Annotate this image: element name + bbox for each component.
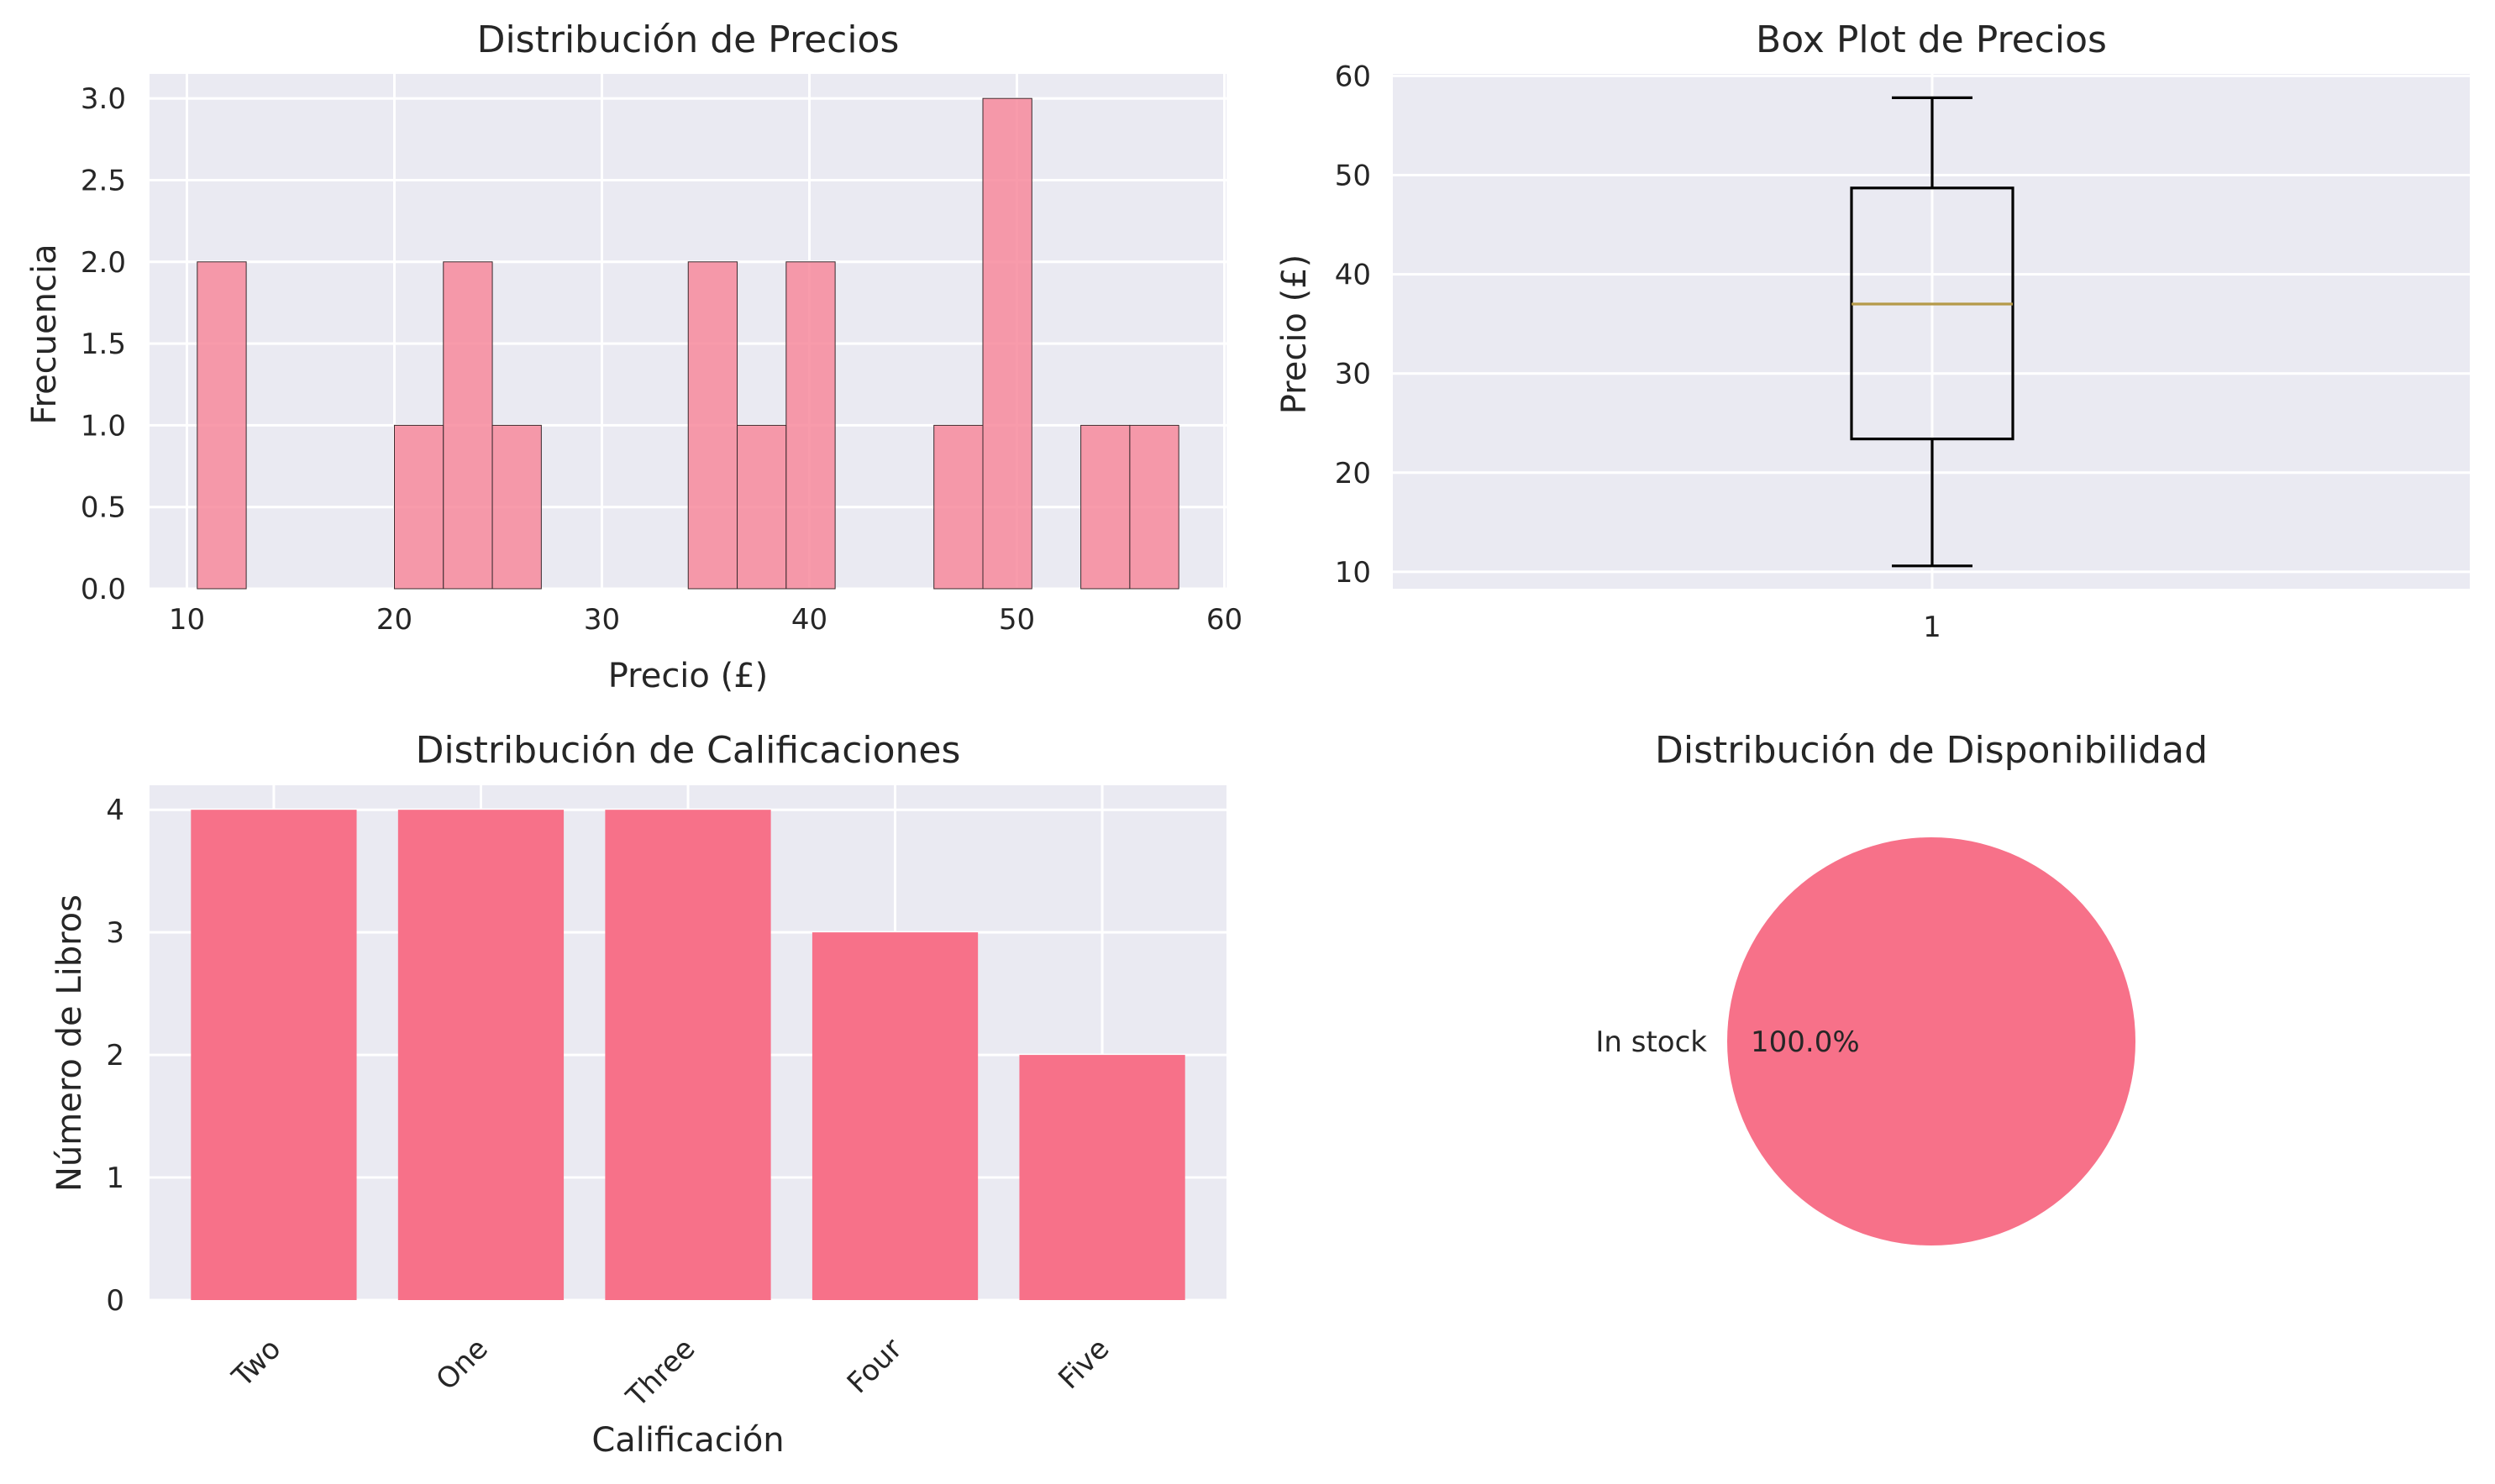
histogram-bar <box>933 424 984 590</box>
histogram-title: Distribución de Precios <box>477 18 900 61</box>
ratings-y-axis-label: Número de Libros <box>50 894 89 1192</box>
ratings-y-tick-label: 4 <box>106 794 124 827</box>
availability-panel: Distribución de Disponibilidad In stock … <box>1595 729 2208 1245</box>
boxplot-panel: 10 20 30 40 50 60 1 Box Plot de Precios Preci… <box>1275 18 2470 644</box>
pie-label-in-stock: In stock <box>1595 1025 1707 1059</box>
ratings-x-tick-label: Four <box>841 1332 909 1400</box>
histogram-y-axis-label: Frecuencia <box>25 244 64 424</box>
histogram-y-tick-label: 3.0 <box>81 82 126 116</box>
boxplot-y-tick-label: 40 <box>1335 259 1371 292</box>
ratings-y-tick-label: 3 <box>106 916 124 950</box>
boxplot-y-tick-label: 30 <box>1335 358 1371 391</box>
histogram-x-ticks: 10 20 30 40 50 60 <box>169 603 1242 637</box>
histogram-x-axis-label: Precio (£) <box>608 657 769 695</box>
histogram-panel: 10 20 30 40 50 60 0.0 0.5 1.0 1.5 2.0 2.5 3.0 Distr… <box>25 18 1242 695</box>
ratings-x-tick-label: One <box>430 1332 495 1397</box>
histogram-x-tick-label: 30 <box>584 603 620 637</box>
boxplot-y-tick-label: 50 <box>1335 159 1371 192</box>
boxplot-y-ticks: 10 20 30 40 50 60 <box>1335 60 1371 590</box>
histogram-x-tick-label: 20 <box>376 603 412 637</box>
ratings-bar-two <box>191 810 357 1300</box>
histogram-x-tick-label: 50 <box>999 603 1035 637</box>
boxplot-y-tick-label: 20 <box>1335 457 1371 490</box>
boxplot-y-tick-label: 10 <box>1335 556 1371 590</box>
histogram-bar <box>785 261 836 590</box>
boxplot-box <box>1850 96 2014 568</box>
ratings-y-tick-label: 1 <box>106 1162 124 1195</box>
ratings-x-axis-label: Calificación <box>591 1421 784 1460</box>
ratings-x-tick-label: Two <box>225 1332 287 1394</box>
histogram-bars <box>197 97 1179 590</box>
histogram-bar <box>1080 424 1131 590</box>
histogram-y-tick-label: 0.5 <box>81 491 126 525</box>
ratings-bar-three <box>605 810 771 1300</box>
histogram-y-tick-label: 1.0 <box>81 409 126 443</box>
histogram-bar <box>1129 424 1179 590</box>
ratings-bars <box>191 810 1185 1300</box>
histogram-x-tick-label: 60 <box>1206 603 1242 637</box>
histogram-y-tick-label: 2.5 <box>81 164 126 197</box>
ratings-title: Distribución de Calificaciones <box>416 729 961 772</box>
histogram-x-tick-label: 10 <box>169 603 205 637</box>
ratings-bar-five <box>1019 1055 1185 1300</box>
boxplot-iqr-box <box>1850 186 2014 441</box>
ratings-y-tick-label: 0 <box>106 1284 124 1318</box>
boxplot-y-tick-label: 60 <box>1335 60 1371 93</box>
histogram-bar <box>197 261 247 590</box>
histogram-y-tick-label: 2.0 <box>81 246 126 280</box>
pie-percent-in-stock: 100.0% <box>1751 1025 1860 1059</box>
histogram-bar <box>982 97 1032 590</box>
histogram-bar <box>737 424 787 590</box>
boxplot-x-tick: 1 <box>1923 611 1941 644</box>
ratings-bar-one <box>397 810 565 1300</box>
boxplot-title: Box Plot de Precios <box>1756 18 2107 61</box>
histogram-x-tick-label: 40 <box>791 603 827 637</box>
ratings-y-tick-label: 2 <box>106 1039 124 1072</box>
ratings-bar-four <box>812 932 979 1300</box>
histogram-bar <box>443 261 493 590</box>
histogram-bar <box>393 424 444 590</box>
ratings-panel: Two One Three Four Five 0 1 2 3 4 Distribución d… <box>50 729 1226 1460</box>
boxplot-y-axis-label: Precio (£) <box>1275 254 1314 415</box>
ratings-x-tick-label: Five <box>1052 1332 1116 1396</box>
ratings-x-ticks: Two One Three Four Five <box>225 1332 1116 1414</box>
ratings-y-ticks: 0 1 2 3 4 <box>106 794 124 1318</box>
ratings-x-tick-label: Three <box>620 1332 702 1414</box>
histogram-bar <box>491 424 542 590</box>
availability-title: Distribución de Disponibilidad <box>1655 729 2208 772</box>
histogram-y-ticks: 0.0 0.5 1.0 1.5 2.0 2.5 3.0 <box>81 82 126 606</box>
histogram-bar <box>687 261 738 590</box>
histogram-y-tick-label: 1.5 <box>81 328 126 361</box>
histogram-y-tick-label: 0.0 <box>81 573 126 606</box>
pie-slice-in-stock <box>1727 837 2135 1245</box>
